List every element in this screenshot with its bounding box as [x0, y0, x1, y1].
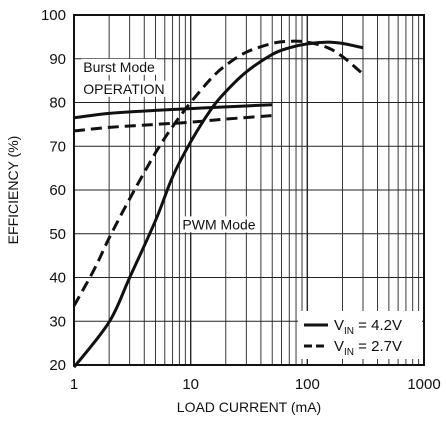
y-tick-label: 80	[49, 95, 66, 112]
x-axis-title: LOAD CURRENT (mA)	[177, 399, 321, 415]
x-tick-label: 1000	[407, 376, 440, 393]
y-tick-label: 30	[49, 313, 66, 330]
y-tick-label: 40	[49, 270, 66, 287]
y-axis-title: EFFICIENCY (%)	[5, 136, 21, 245]
legend-label-1: VIN = 4.2V	[334, 317, 402, 337]
series-1-pwm-mode-line	[72, 40, 364, 369]
y-tick-label: 50	[49, 226, 66, 243]
x-tick-label: 100	[295, 376, 320, 393]
series-1-burst-mode-line	[73, 103, 273, 120]
annotation-background	[81, 80, 167, 97]
x-tick-label: 10	[182, 376, 199, 393]
series-lines	[72, 39, 364, 369]
annotation-label: OPERATION	[83, 81, 164, 97]
annotation-background	[81, 58, 158, 75]
y-tick-label: 60	[49, 182, 66, 199]
series-2-burst-mode-line	[73, 114, 273, 133]
tick-labels: 1 10 100 1000 20 30 40 50 60 70 80 90 100	[41, 7, 441, 393]
annotations: Burst Mode OPERATION PWM Mode	[81, 58, 258, 233]
y-tick-label: 20	[49, 357, 66, 374]
y-tick-label: 70	[49, 138, 66, 155]
series-2-pwm-mode-line	[72, 39, 364, 307]
legend-box	[298, 311, 422, 359]
x-tick-label: 1	[70, 376, 78, 393]
plot-frame	[73, 14, 425, 366]
annotation-background	[180, 216, 258, 233]
annotation-label: Burst Mode	[83, 59, 155, 75]
y-tick-label: 100	[41, 7, 66, 24]
y-tick-label: 90	[49, 51, 66, 68]
legend-label-2: VIN = 2.7V	[334, 338, 402, 358]
annotation-label: PWM Mode	[182, 216, 255, 232]
